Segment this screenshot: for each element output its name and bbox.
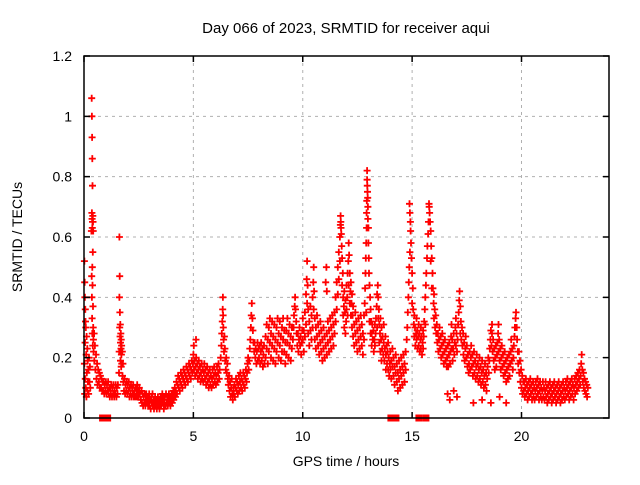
y-tick-label: 1 [64, 108, 72, 124]
y-tick-label: 0.8 [53, 169, 73, 185]
y-tick-label: 0.6 [53, 229, 73, 245]
gridlines [84, 56, 609, 418]
x-tick-label: 10 [295, 428, 311, 444]
y-tick-label: 0.4 [53, 289, 73, 305]
y-tick-label: 0 [64, 410, 72, 426]
x-tick-label: 15 [404, 428, 420, 444]
x-tick-label: 20 [514, 428, 530, 444]
x-tick-label: 5 [189, 428, 197, 444]
y-tick-label: 0.2 [53, 350, 73, 366]
y-tick-label: 1.2 [53, 48, 73, 64]
y-axis-label: SRMTID / TECUs [9, 182, 25, 292]
grid-path [84, 56, 609, 418]
x-tick-label: 0 [80, 428, 88, 444]
x-axis-label: GPS time / hours [293, 453, 400, 469]
tick-labels: 0 5 10 15 20 0 0.2 0.4 0.6 0.8 1 1.2 [53, 48, 530, 444]
tick-path [83, 55, 609, 419]
chart-title: Day 066 of 2023, SRMTID for receiver aqu… [202, 20, 490, 37]
axis-ticks [83, 55, 609, 419]
